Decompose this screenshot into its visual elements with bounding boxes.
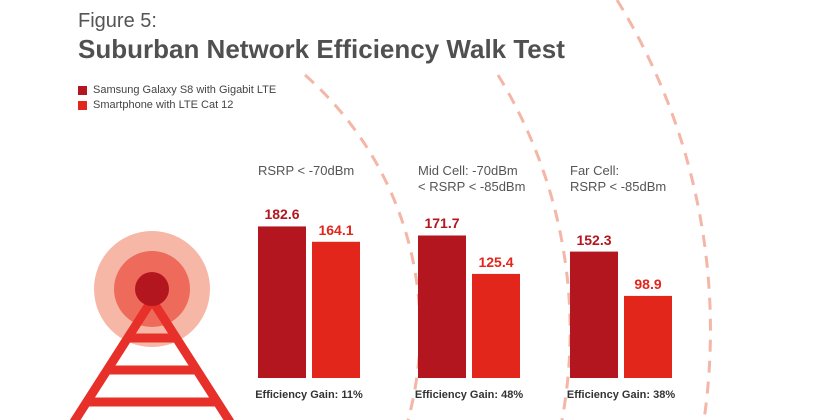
bar: [624, 295, 672, 378]
tower-icon: [69, 231, 235, 420]
efficiency-gain: Efficiency Gain: 38%: [566, 389, 676, 401]
signal-arcs: [304, 0, 712, 420]
category-label: RSRP < -70dBm: [258, 163, 355, 178]
value-label: 182.6: [264, 206, 300, 223]
bar: [472, 273, 520, 378]
category-label: Mid Cell: -70dBm < RSRP < -85dBm: [418, 163, 526, 194]
legend-label: Samsung Galaxy S8 with Gigabit LTE: [93, 84, 277, 96]
bar: [258, 226, 306, 378]
legend-swatch: [78, 100, 87, 110]
category-label: Far Cell: RSRP < -85dBm: [570, 163, 667, 194]
value-label: 98.9: [634, 275, 662, 292]
bar: [418, 235, 466, 378]
figure-label: Figure 5:: [78, 10, 157, 32]
efficiency-gain: Efficiency Gain: 11%: [255, 389, 363, 401]
legend-label: Smartphone with LTE Cat 12: [93, 99, 234, 111]
value-label: 152.3: [576, 231, 612, 248]
legend-swatch: [78, 85, 87, 95]
efficiency-gain: Efficiency Gain: 48%: [414, 389, 524, 401]
chart-title: Suburban Network Efficiency Walk Test: [78, 34, 565, 64]
bar: [312, 241, 360, 378]
value-label: 125.4: [478, 253, 514, 270]
legend-item: Smartphone with LTE Cat 12: [78, 99, 233, 111]
legend-item: Samsung Galaxy S8 with Gigabit LTE: [78, 84, 276, 96]
value-label: 171.7: [424, 215, 460, 232]
bar: [570, 251, 618, 378]
value-label: 164.1: [318, 221, 354, 238]
